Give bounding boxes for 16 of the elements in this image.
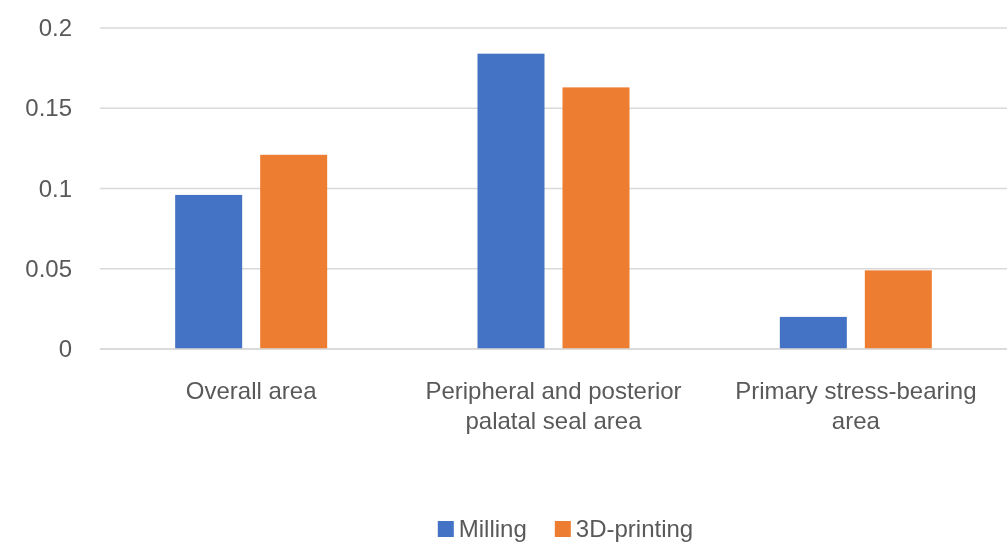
y-tick-label: 0.05	[25, 254, 72, 282]
bar	[175, 194, 243, 349]
bar	[477, 53, 545, 349]
legend-label: 3D-printing	[575, 515, 694, 542]
bar	[260, 154, 328, 349]
bar	[779, 316, 847, 349]
legend-label: Milling	[458, 515, 527, 542]
x-tick-label: Primary stress-bearing area	[735, 377, 977, 434]
y-tick-label: 0.1	[38, 174, 72, 202]
bar	[562, 87, 630, 349]
y-tick-label: 0.15	[25, 94, 72, 122]
x-tick-label: Peripheral and posterior palatal seal area	[425, 377, 682, 434]
y-tick-label: 0.2	[38, 14, 72, 42]
bar	[864, 270, 932, 349]
y-tick-label: 0	[58, 335, 72, 363]
x-tick-label: Overall area	[185, 377, 318, 404]
